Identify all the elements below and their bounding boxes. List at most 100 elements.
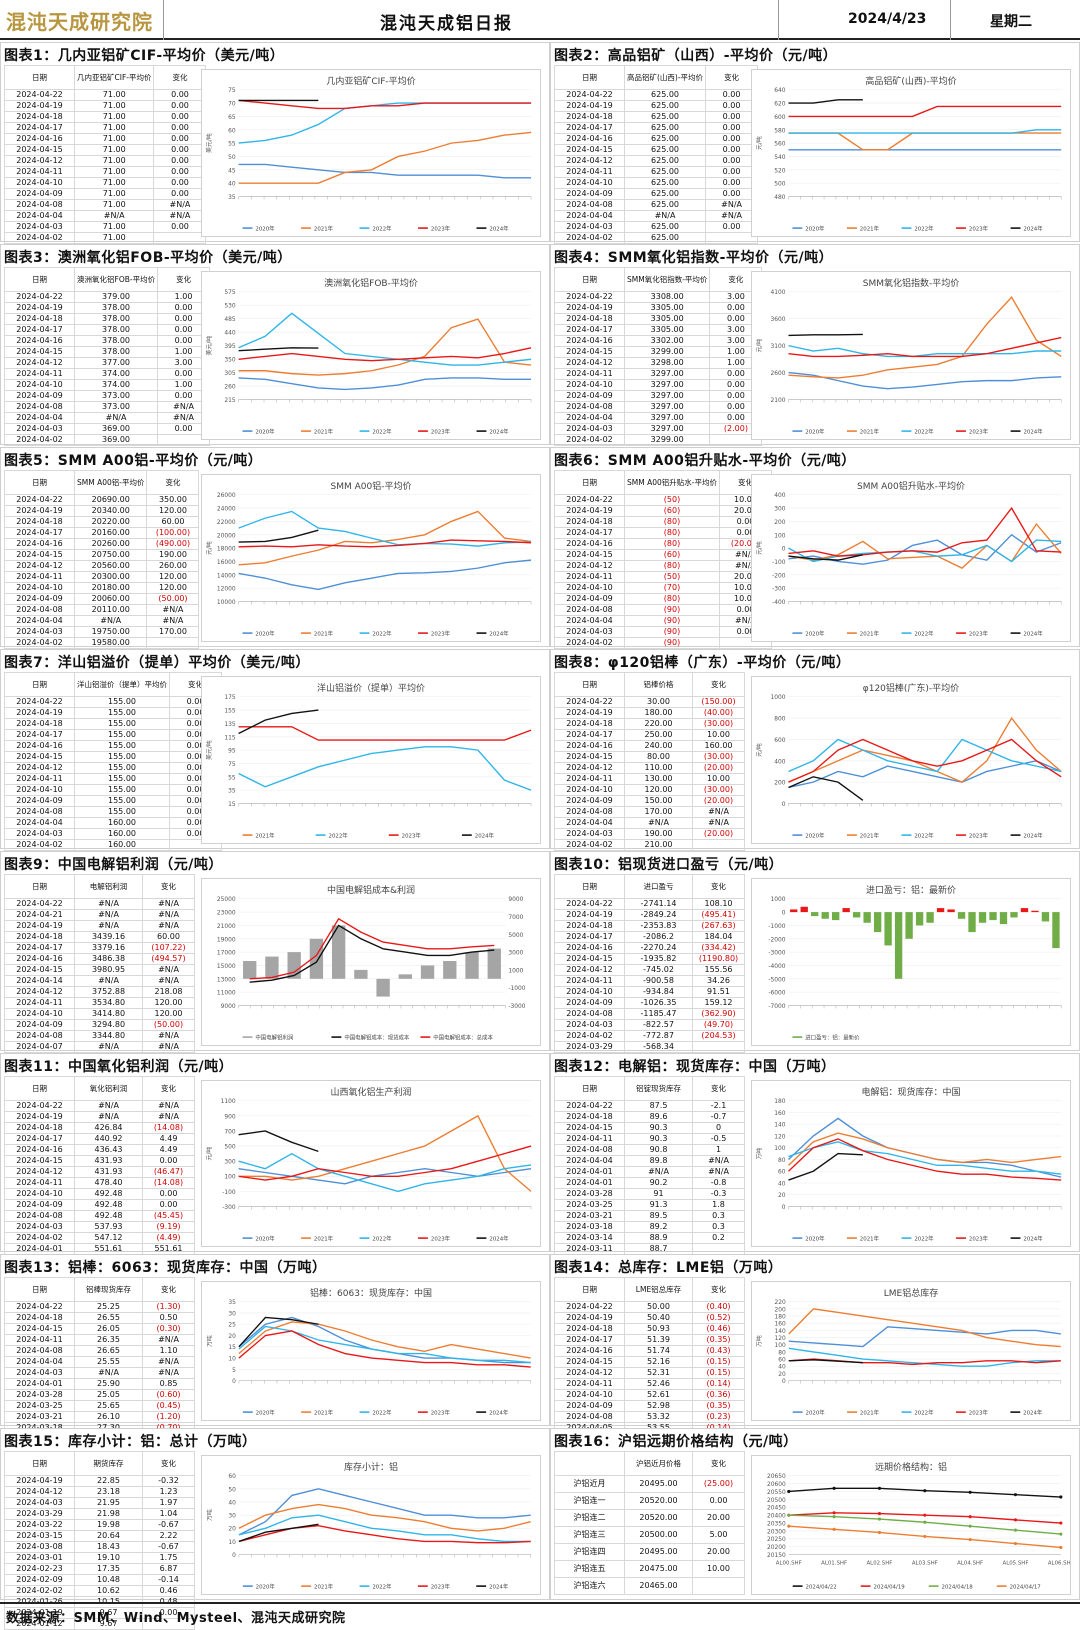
panel-p5: 图表5：SMM A00铝-平均价（元/吨） 日期 SMM A00铝-平均价 变化 202… <box>0 447 550 649</box>
table-cell: (90) <box>624 615 720 627</box>
chart-p7: 洋山铝溢价（提单）平均价 175 155 135 115 95 75 55 35 15 美元/吨 20… <box>201 676 541 844</box>
y-tick-label: 2100 <box>770 398 785 404</box>
table-cell: 2024-04-10 <box>554 986 625 998</box>
table-cell: 2024-04-12 <box>554 155 625 167</box>
table-cell: 2024-04-04 <box>4 1356 75 1368</box>
panel-p12: 图表12：电解铝：现货库存：中国（万吨） 日期 铝锭现货库存 变化 2024-04-22… <box>550 1053 1080 1255</box>
table-cell: 2024-04-11 <box>554 368 625 380</box>
table-cell: 160.00 <box>74 828 170 840</box>
table-cell: 2024-04-17 <box>4 527 75 539</box>
table-cell: 2024-02-23 <box>4 1563 75 1575</box>
table-row: 2024-04-09 71.00 0.00 <box>4 188 207 200</box>
legend-label: 2021年 <box>314 1582 334 1590</box>
table-cell: 2024-04-18 <box>554 718 625 730</box>
table-cell: 沪铝连二 <box>554 1509 625 1527</box>
table-row: 2024-04-11 374.00 0.00 <box>4 368 211 380</box>
table-row: 2024-04-12 377.00 3.00 <box>4 357 211 369</box>
y-tick-label: 3100 <box>770 344 785 350</box>
legend-label: 2020年 <box>805 831 825 839</box>
table-cell: 25.90 <box>74 1378 143 1390</box>
data-point <box>787 1489 791 1494</box>
y-tick-label: 80 <box>778 1158 786 1164</box>
chart-title: 库存小计：铝 <box>343 1463 398 1473</box>
table-row: 2024-04-10 120.00 (30.00) <box>554 784 745 796</box>
table-cell: #N/A <box>142 1334 195 1346</box>
y-tick-label: 700 <box>224 1129 236 1135</box>
table-cell: (80) <box>624 538 720 550</box>
table-cell: 沪铝近月 <box>554 1475 625 1493</box>
legend-label: 2023年 <box>402 831 422 839</box>
table-cell: 52.61 <box>624 1389 693 1401</box>
chart-p1: 几内亚铝矿CIF-平均价 75 70 65 60 55 50 45 40 35 美元/吨 2020年 2… <box>201 69 541 237</box>
series-line <box>788 132 1062 151</box>
table-cell: 91.3 <box>624 1199 693 1211</box>
table-cell: 2024-04-11 <box>554 1378 625 1390</box>
series-line <box>238 99 532 110</box>
table-row: 2024-04-22 20690.00 350.00 <box>4 494 200 506</box>
y-tick-label: 16000 <box>217 560 236 566</box>
legend-label: 中国电解铝成本：现货成本 <box>344 1033 410 1041</box>
table-row: 2024-04-12 52.31 (0.15) <box>554 1367 745 1379</box>
table-cell: 0.00 <box>705 177 759 189</box>
table-cell: 2024-04-03 <box>554 828 625 840</box>
table-header: 变化 <box>142 1076 195 1101</box>
table-cell: 2024-04-10 <box>554 177 625 189</box>
table-cell: 90.3 <box>624 1133 693 1145</box>
legend-label: 2022年 <box>372 427 392 435</box>
bar <box>947 909 955 913</box>
table-cell: 2024-04-10 <box>554 1389 625 1401</box>
bar <box>873 912 882 933</box>
table-cell: (1.20) <box>142 1411 195 1423</box>
y-tick-label: 580 <box>774 128 786 134</box>
y-tick-label: 20 <box>228 1334 236 1340</box>
table-cell: 0.00 <box>153 100 207 112</box>
table-cell: (45.45) <box>142 1210 195 1222</box>
y-tick-label: 22000 <box>217 520 236 526</box>
table-cell: (0.60) <box>142 1389 195 1401</box>
table-cell <box>153 232 207 244</box>
table-cell: #N/A <box>74 920 143 932</box>
table-row: 2024-04-08 3297.00 0.00 <box>554 401 763 413</box>
table-cell: 551.61 <box>142 1243 195 1255</box>
table-cell: 2024-04-15 <box>554 549 625 561</box>
y-tick-label: 13000 <box>217 977 236 983</box>
y-tick-label: 24000 <box>217 507 236 513</box>
table-cell: 71.00 <box>73 221 155 233</box>
table-cell: -2849.24 <box>624 909 693 921</box>
y-tick-label: 400 <box>774 493 786 499</box>
table-cell: (0.35) <box>692 1334 745 1346</box>
table-cell: 0.00 <box>705 111 759 123</box>
y2-tick-label: 3000 <box>508 951 523 957</box>
y-tick-label: 45 <box>228 168 236 174</box>
table-cell: (20.00) <box>692 828 745 840</box>
table-cell: 2024-04-17 <box>4 729 75 741</box>
chart-svg: 575 530 485 440 395 350 305 260 215 美元/吨 2020年 2021… <box>205 290 532 435</box>
table-row: 2024-03-15 20.64 2.22 <box>4 1530 195 1542</box>
table-cell: 1.97 <box>142 1497 195 1509</box>
table-cell: 184.04 <box>692 931 745 943</box>
y-tick-label: 40 <box>228 182 236 188</box>
table-row: 2024-04-10 374.00 1.00 <box>4 379 211 391</box>
table-cell: (0.46) <box>692 1323 745 1335</box>
table-cell: (0.23) <box>692 1411 745 1423</box>
table-row: 2024-04-14 #N/A #N/A <box>4 975 195 987</box>
y-tick-label: 20 <box>778 1372 786 1378</box>
legend-label: 2020年 <box>256 1408 276 1416</box>
series-line <box>788 129 1062 134</box>
table-cell: #N/A <box>153 199 207 211</box>
table-row: 沪铝连一 20520.00 0.00 <box>554 1492 745 1510</box>
table-cell: 2024-04-18 <box>4 313 75 325</box>
table-row: 2024-04-12 3298.00 1.00 <box>554 357 763 369</box>
series-line <box>249 924 495 983</box>
y-tick-label: 100 <box>774 1146 786 1152</box>
legend-label: 2020年 <box>255 629 275 637</box>
table-cell: 1.04 <box>142 1508 195 1520</box>
chart-svg: 60 50 40 30 20 10 0 万吨 2020年 2021年 2022年 2023年 2024年 <box>205 1474 531 1590</box>
table-row: 2024-02-23 17.35 6.87 <box>4 1563 195 1575</box>
data-point <box>1013 1528 1018 1532</box>
table-cell: 26.35 <box>74 1334 143 1346</box>
chart-title: 洋山铝溢价（提单）平均价 <box>316 684 425 694</box>
chart-svg: 400 300 200 100 0 -100 -200 -300 -400 元/吨 2020年 202… <box>755 493 1062 637</box>
table-row: 2024-04-10 (70) 10.00 <box>554 582 772 594</box>
table-row: 2024-04-10 71.00 0.00 <box>4 177 207 189</box>
